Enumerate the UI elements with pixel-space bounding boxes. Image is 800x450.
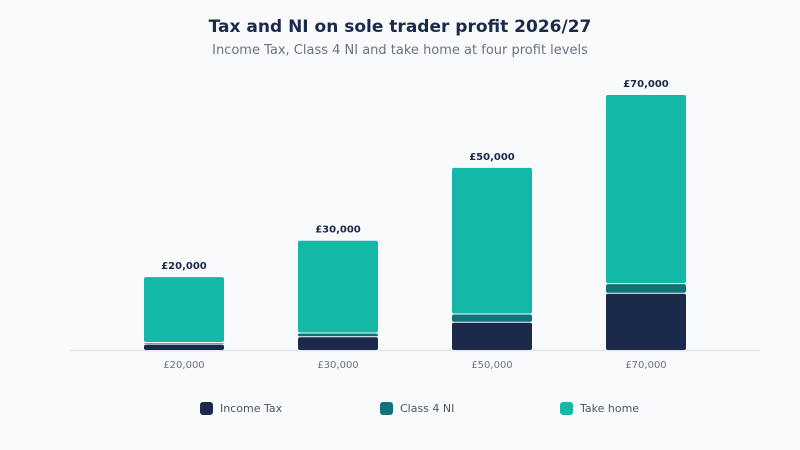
bar-segment-class-4-ni-2 [298, 333, 378, 337]
legend-item-class-4-ni: Class 4 NI [380, 402, 454, 415]
bar-total-label: £50,000 [469, 152, 515, 163]
legend-label: Income Tax [220, 402, 283, 415]
bar-segment-class-4-ni-3 [452, 314, 532, 322]
x-tick-label: £30,000 [317, 360, 358, 371]
bar-segment-income-tax-3 [452, 322, 532, 350]
bar-segment-take-home-4 [606, 95, 686, 284]
bar-total-label: £70,000 [623, 79, 669, 90]
x-tick-label: £50,000 [471, 360, 512, 371]
chart-title: Tax and NI on sole trader profit 2026/27 [208, 17, 592, 37]
chart-subtitle: Income Tax, Class 4 NI and take home at … [212, 43, 588, 58]
legend-label: Take home [580, 402, 640, 415]
bar-total-label: £30,000 [315, 225, 361, 236]
legend-item-income-tax: Income Tax [200, 402, 282, 415]
bar-segment-income-tax-2 [298, 337, 378, 350]
x-tick-label: £20,000 [163, 360, 204, 371]
bar-total-label: £20,000 [161, 261, 207, 272]
legend-swatch [200, 402, 213, 415]
bar-segment-take-home-1 [144, 277, 224, 342]
bar-segment-class-4-ni-4 [606, 284, 686, 293]
legend-swatch [380, 402, 393, 415]
legend-swatch [560, 402, 573, 415]
bar-segment-take-home-3 [452, 167, 532, 314]
legend-item-take-home: Take home [560, 402, 639, 415]
bar-segment-take-home-2 [298, 240, 378, 333]
bar-segment-class-4-ni-1 [144, 342, 224, 344]
legend-label: Class 4 NI [400, 402, 455, 415]
legend: Income Tax Class 4 NI Take home [0, 402, 800, 420]
bar-segment-income-tax-4 [606, 293, 686, 350]
bar-segment-income-tax-1 [144, 344, 224, 350]
x-tick-label: £70,000 [625, 360, 666, 371]
